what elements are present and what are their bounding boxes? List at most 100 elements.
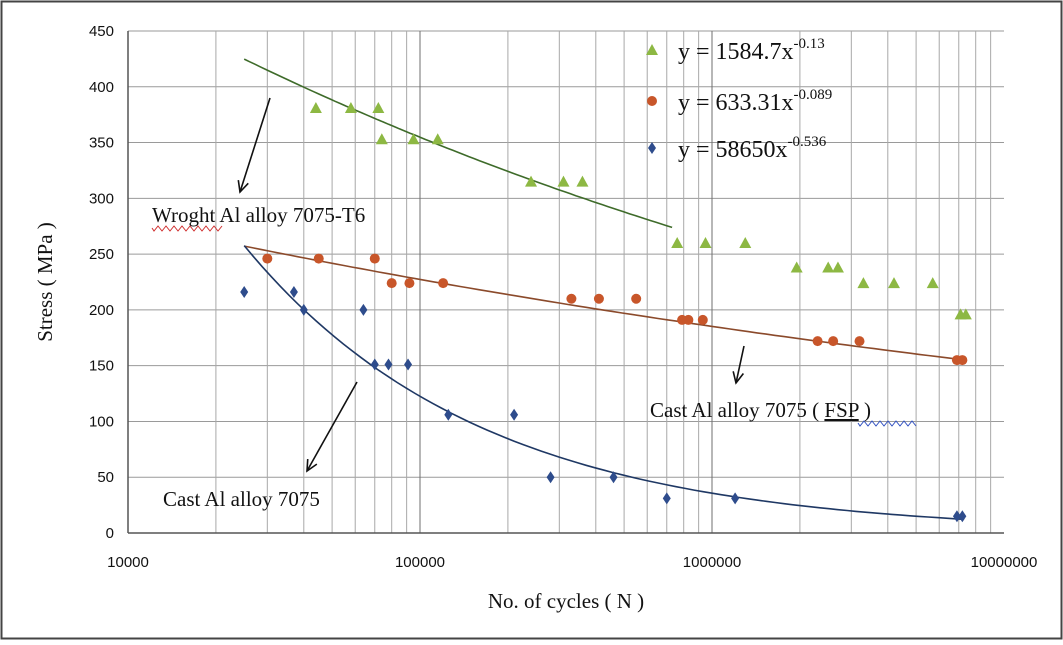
annotation-cast: Cast Al alloy 7075 (163, 487, 320, 511)
data-point-cast (546, 471, 555, 484)
data-point-wrought (699, 236, 712, 248)
y-tick-label: 350 (89, 135, 114, 152)
data-point-cast (359, 303, 368, 316)
data-point-cast-fsp (957, 355, 968, 366)
data-point-wrought (309, 101, 322, 113)
data-point-wrought (790, 261, 803, 273)
spellcheck-underline (151, 225, 223, 232)
legend: y = 1584.7x-0.13 y = 633.31x-0.089 y = 586… (646, 36, 832, 163)
data-point-wrought (671, 236, 684, 248)
data-point-cast (609, 471, 618, 484)
data-point-cast (404, 358, 413, 371)
data-point-cast-fsp (812, 336, 823, 347)
data-point-wrought (431, 133, 444, 145)
x-axis-title: No. of cycles ( N ) (488, 589, 644, 613)
y-axis-title: Stress ( MPa ) (33, 222, 57, 342)
data-point-cast-fsp (854, 336, 865, 347)
data-point-cast-fsp (593, 293, 604, 304)
annotations: Wroght Al alloy 7075-T6 Cast Al alloy 707… (151, 97, 917, 511)
data-point-wrought (959, 308, 972, 320)
trend-line-wrought (243, 58, 673, 229)
legend-equation-cast-fsp: y = 633.31x-0.089 (678, 87, 832, 116)
y-tick-label: 300 (89, 190, 114, 207)
x-tick-label: 100000 (395, 554, 445, 571)
data-point-wrought (926, 277, 939, 289)
trend-line-cast (243, 245, 965, 521)
equation-exponent: -0.13 (794, 36, 825, 52)
data-point-cast-fsp (683, 314, 694, 325)
data-point-cast (370, 358, 379, 371)
data-point-wrought (822, 261, 835, 273)
data-point-wrought (372, 101, 385, 113)
data-point-cast (240, 286, 249, 299)
data-point-cast-fsp (386, 278, 397, 289)
data-point-wrought (576, 175, 589, 187)
legend-equation-wrought: y = 1584.7x-0.13 (678, 36, 825, 65)
grid (128, 30, 1004, 533)
y-tick-label: 100 (89, 413, 114, 430)
data-point-wrought (557, 175, 570, 187)
data-point-cast (958, 510, 967, 523)
data-point-cast-fsp (313, 253, 324, 264)
y-tick-label: 0 (106, 525, 114, 542)
data-point-cast (299, 303, 308, 316)
data-point-cast (510, 408, 519, 421)
data-point-cast-fsp (262, 253, 273, 264)
annotation-cast-fsp: Cast Al alloy 7075 ( FSP ) (650, 398, 871, 422)
spellcheck-underline (857, 420, 917, 427)
data-point-wrought (525, 175, 538, 187)
annotation-text: ) (859, 398, 871, 422)
annotation-arrow-cast (306, 381, 358, 472)
data-point-cast (952, 510, 961, 523)
equation-exponent: -0.536 (788, 134, 827, 150)
y-tick-label: 200 (89, 302, 114, 319)
y-tick-label: 400 (89, 79, 114, 96)
y-tick-label: 250 (89, 246, 114, 263)
annotation-wrought: Wroght Al alloy 7075-T6 (152, 203, 365, 227)
legend-marker-wrought (646, 44, 658, 55)
data-point-wrought (887, 277, 900, 289)
annotation-text: Cast Al alloy 7075 ( (650, 398, 824, 422)
annotation-arrowhead (237, 180, 249, 194)
data-points (240, 101, 972, 523)
trend-lines (243, 58, 965, 521)
annotation-arrowhead (306, 458, 318, 473)
x-tick-label: 1000000 (683, 554, 741, 571)
data-point-cast (444, 408, 453, 421)
trend-line-cast-fsp (244, 245, 965, 361)
data-point-cast-fsp (404, 278, 415, 289)
data-point-cast (289, 286, 298, 299)
data-point-wrought (375, 133, 388, 145)
equation-base: y = 1584.7x (678, 39, 794, 65)
plot-area (128, 31, 1004, 533)
legend-item-wrought: y = 1584.7x-0.13 (646, 36, 825, 65)
y-tick-label: 150 (89, 358, 114, 375)
annotation-arrow-cast-fsp (735, 345, 745, 384)
data-point-cast (731, 492, 740, 505)
legend-item-cast-fsp: y = 633.31x-0.089 (647, 87, 832, 116)
equation-base: y = 633.31x (678, 90, 794, 116)
data-point-wrought (407, 133, 420, 145)
data-point-cast-fsp (438, 278, 449, 289)
axes: 0 50 100 150 200 250 300 350 400 450 10000 100000 10… (33, 23, 1037, 613)
data-point-cast-fsp (566, 293, 577, 304)
data-point-wrought (857, 277, 870, 289)
data-point-wrought (344, 101, 357, 113)
equation-exponent: -0.089 (794, 87, 833, 103)
annotation-arrowhead (732, 371, 745, 385)
y-tick-label: 50 (97, 469, 114, 486)
data-point-cast-fsp (697, 314, 708, 325)
legend-item-cast: y = 58650x-0.536 (648, 134, 827, 163)
data-point-cast-fsp (828, 336, 839, 347)
equation-base: y = 58650x (678, 137, 788, 163)
legend-equation-cast: y = 58650x-0.536 (678, 134, 827, 163)
annotation-arrow-wrought (239, 97, 271, 193)
x-tick-label: 10000 (107, 554, 149, 571)
legend-marker-cast-fsp (647, 96, 657, 106)
legend-marker-cast (648, 142, 656, 154)
data-point-wrought (831, 261, 844, 273)
annotation-text-underlined: FSP (824, 398, 858, 422)
x-tick-label: 10000000 (971, 554, 1038, 571)
data-point-cast-fsp (631, 293, 642, 304)
